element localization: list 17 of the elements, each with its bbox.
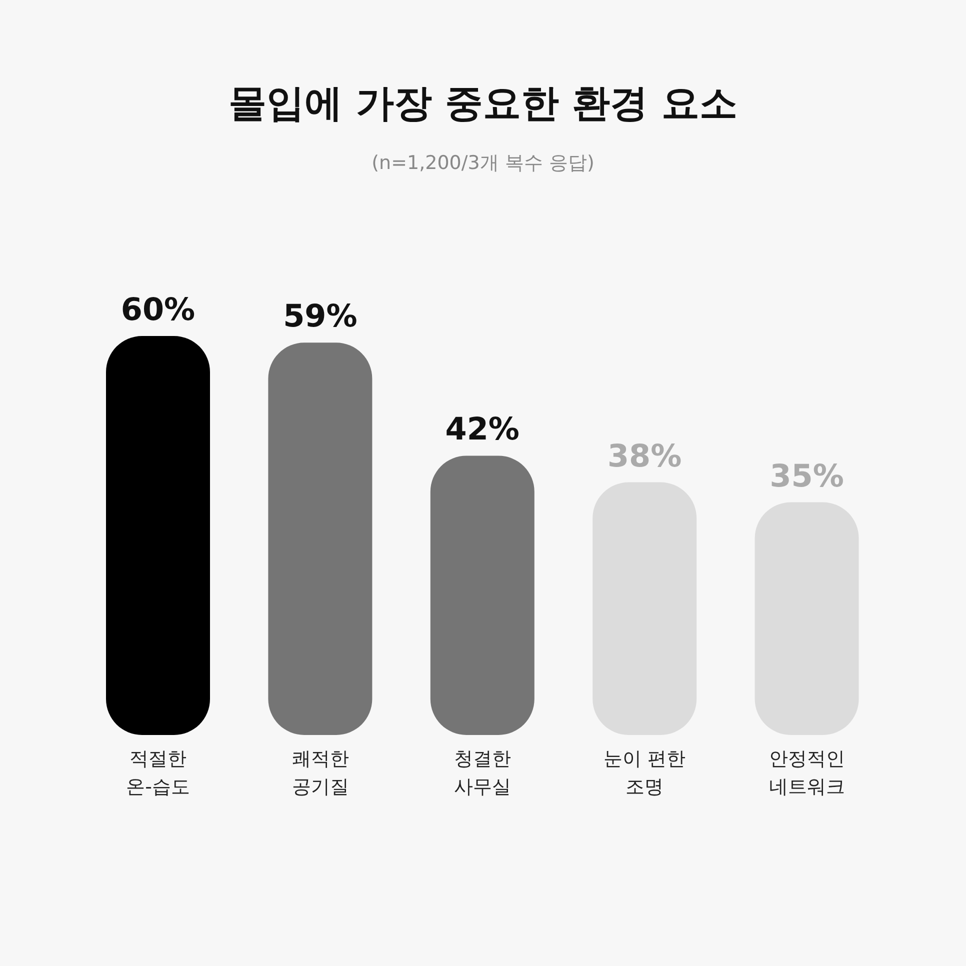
- bar: [592, 482, 697, 735]
- data-label: 42%: [445, 412, 520, 448]
- data-label: 59%: [283, 298, 358, 335]
- bar: [106, 336, 210, 735]
- data-label: 38%: [608, 438, 682, 474]
- bar: [754, 502, 859, 735]
- bar: [430, 456, 534, 735]
- x-tick-label: 눈이 편한 조명: [604, 748, 686, 798]
- x-tick-label: 안정적인 네트워크: [768, 748, 845, 798]
- x-tick-label: 적절한 온-습도: [126, 748, 190, 798]
- x-tick-label: 쾌적한 공기질: [292, 748, 349, 798]
- data-label: 35%: [770, 458, 844, 494]
- chart-subtitle: (n=1,200/3개 복수 응답): [370, 151, 596, 176]
- x-tick-label: 청결한 사무실: [454, 748, 511, 798]
- bar: [268, 342, 372, 735]
- data-label: 60%: [120, 292, 196, 328]
- chart-title: 몰입에 가장 중요한 환경 요소: [228, 80, 738, 127]
